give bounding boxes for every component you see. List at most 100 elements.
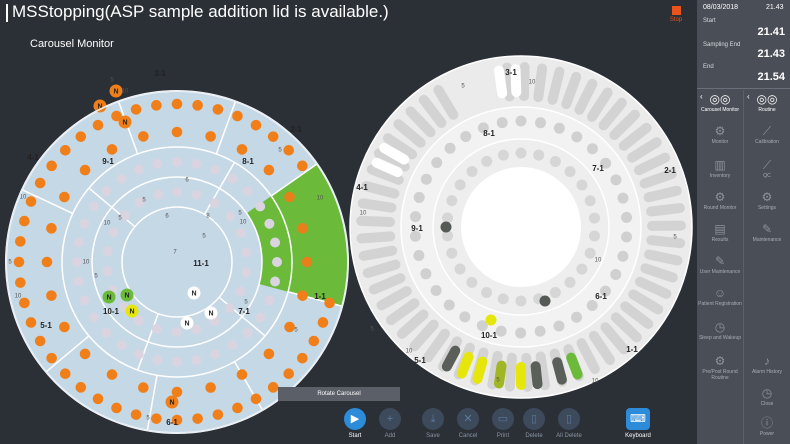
sample-marker-label: N	[106, 294, 111, 301]
tube-slot	[561, 71, 582, 110]
nav-power[interactable]: ⓘ Power	[744, 416, 790, 437]
outer-sample-position	[301, 256, 313, 268]
end-time: 21.54	[757, 71, 785, 83]
mid-sample-position	[272, 257, 282, 267]
mid-sample-position	[72, 257, 82, 267]
tube-slot	[640, 263, 678, 283]
mid-position	[477, 122, 489, 134]
nav-sleep-wakeup[interactable]: ◷ Sleep and Wakeup	[698, 320, 742, 341]
inner-position	[466, 276, 478, 288]
empty-tube	[494, 65, 508, 99]
position-number: 10	[595, 258, 602, 264]
outer-sample-position	[75, 382, 87, 393]
wrench-icon: ✎	[714, 254, 726, 268]
print-button[interactable]: ▭ Print	[483, 408, 523, 439]
empty-tube	[379, 143, 410, 165]
position-number: 10	[317, 196, 324, 202]
sample-marker-label: N	[97, 103, 102, 110]
outer-sample-position	[138, 131, 149, 142]
rack-label: 6-1	[595, 292, 607, 301]
inner-position	[564, 276, 576, 288]
rack-label: 7-1	[238, 307, 250, 316]
nav-user-maintenance[interactable]: ✎ User Maintenance	[697, 254, 743, 275]
nav-carousel-monitor[interactable]: ◎◎ Carousel Monitor	[697, 92, 743, 113]
keyboard-button[interactable]: ⌨ Keyboard	[618, 408, 658, 439]
rack-label: 9-1	[102, 157, 114, 166]
nav-round-monitor[interactable]: ⚙ Round Monitor	[697, 190, 743, 211]
all-delete-button[interactable]: ▯ All Delete	[549, 408, 589, 439]
nav-monitor[interactable]: ⚙ Monitor	[697, 124, 743, 145]
nav-routine[interactable]: ◎◎ Routine	[744, 92, 790, 113]
back-arrow-icon[interactable]: ‹	[747, 92, 750, 101]
back-arrow-icon[interactable]: ‹	[700, 92, 703, 101]
sample-tube	[552, 357, 567, 385]
print-icon: ▭	[492, 408, 514, 430]
outer-sample-position	[25, 317, 37, 328]
sample-marker-label: N	[129, 308, 134, 315]
position-number: 5	[673, 235, 677, 241]
inner-position	[584, 195, 596, 207]
nav-patient-registration[interactable]: ☺ Patient Registration	[698, 286, 742, 307]
inner-sample-position	[108, 227, 119, 238]
outer-sample-position	[15, 277, 26, 288]
stop-button[interactable]: Stop	[663, 6, 689, 23]
cancel-button[interactable]: ✕ Cancel	[448, 408, 488, 439]
nav-calibration[interactable]: ⟋ Calibration	[744, 124, 790, 145]
add-button[interactable]: + Add	[370, 408, 410, 439]
outer-sample-position	[130, 409, 142, 420]
close-icon: ◷	[761, 386, 773, 400]
mid-sample-position	[133, 164, 144, 175]
mid-position	[610, 268, 622, 280]
mid-sample-position	[101, 327, 112, 338]
inner-sample-position	[224, 303, 235, 314]
mid-position	[600, 157, 612, 169]
mid-position	[410, 211, 422, 223]
nav-inventory[interactable]: ▥ Inventory	[697, 158, 743, 179]
save-button[interactable]: ⤓ Save	[413, 408, 453, 439]
nav-pre-post-round[interactable]: ⚙ Pre/Post Round Routine	[697, 354, 743, 381]
outer-sample-position	[25, 196, 37, 207]
inner-sample-position	[235, 286, 246, 297]
calibration-icon: ⟋	[762, 124, 772, 138]
nav-results[interactable]: ▤ Results	[697, 222, 743, 243]
empty-tube	[510, 64, 522, 98]
tube-slot	[600, 322, 630, 355]
mid-position	[443, 299, 455, 311]
nav-settings[interactable]: ⚙ Settings	[744, 190, 790, 211]
outer-sample-position	[151, 413, 162, 424]
inner-sample-position	[102, 246, 113, 257]
nav-alarm-history[interactable]: ♪ Alarm History	[744, 354, 790, 375]
outer-sample-position	[46, 160, 57, 172]
inner-position	[515, 147, 527, 159]
sample-tube	[441, 345, 461, 372]
mid-position	[409, 230, 421, 242]
alarm-clock-icon: ◷	[714, 320, 726, 334]
position-number: 10	[240, 220, 247, 226]
rack-label: 9-1	[411, 224, 423, 233]
outer-sample-position	[317, 317, 329, 328]
outer-sample-position	[46, 352, 57, 364]
mid-sample-position	[191, 158, 202, 169]
rotate-carousel-button[interactable]: Rotate Carousel	[278, 387, 400, 401]
sample-marker-label: N	[122, 119, 127, 126]
tube-slot	[521, 352, 533, 392]
mid-sample-position	[152, 355, 163, 366]
position-number: 5	[496, 378, 500, 384]
monitor-icon: ⚙	[714, 124, 726, 138]
sector-divider	[218, 296, 266, 337]
position-number: 5	[244, 300, 248, 306]
outer-sample-position	[41, 256, 53, 268]
nav-qc[interactable]: ⟋ QC	[744, 158, 790, 179]
nav-maintenance[interactable]: ✎ Maintenance	[744, 222, 790, 243]
tube-slot	[533, 63, 548, 103]
outer-sample-position	[92, 119, 104, 131]
outer-sample-position	[171, 98, 183, 110]
outer-sample-position	[317, 196, 329, 207]
rack-label: 4-1	[356, 183, 368, 192]
nav-close[interactable]: ◷ Close	[744, 386, 790, 407]
mid-position	[599, 285, 611, 297]
start-button[interactable]: ▶ Start	[335, 408, 375, 439]
mid-position	[571, 131, 583, 143]
delete-button[interactable]: ▯ Delete	[514, 408, 554, 439]
mid-position	[431, 157, 443, 169]
